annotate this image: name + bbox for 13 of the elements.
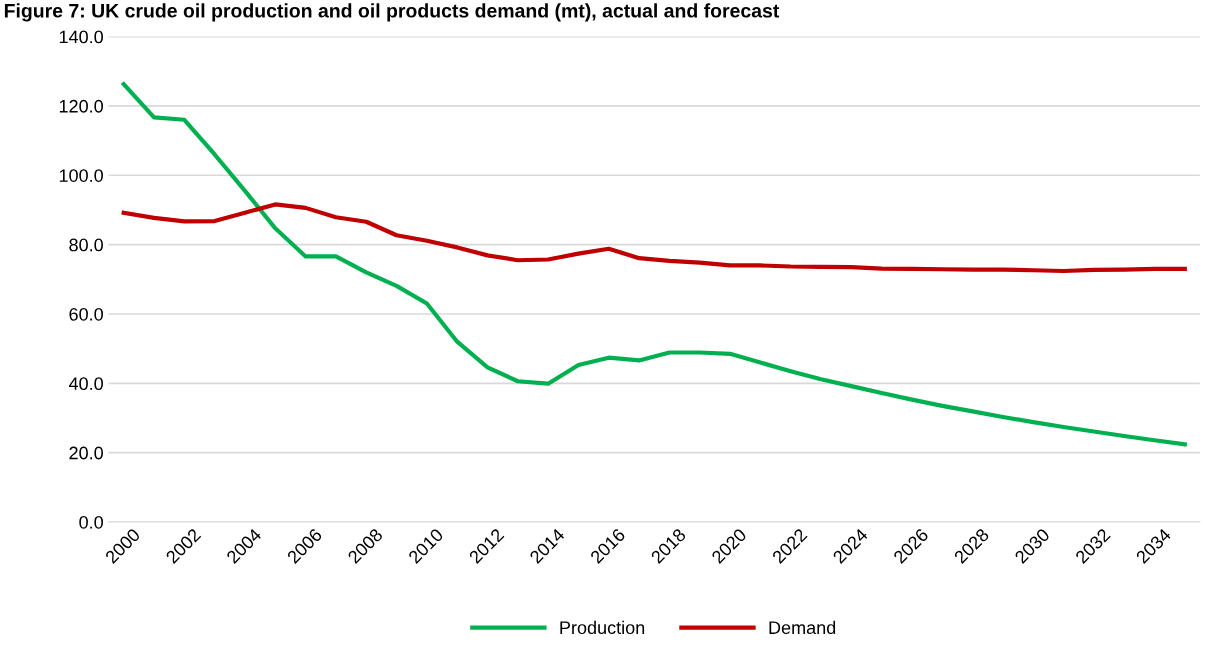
y-tick-label: 60.0	[69, 307, 103, 321]
chart-title: Figure 7: UK crude oil production and oil products demand (mt), actual and forecast	[4, 3, 780, 22]
y-tick-label: 80.0	[69, 238, 103, 252]
legend-label: Demand	[769, 620, 836, 635]
legend-label: Production	[560, 620, 645, 635]
y-tick-label: 100.0	[59, 169, 103, 182]
y-tick-label: 140.0	[59, 30, 103, 44]
y-tick-label: 40.0	[68, 377, 103, 391]
y-tick-label: 120.0	[59, 99, 103, 113]
y-tick-label: 20.0	[69, 446, 103, 460]
y-tick-label: 0.0	[79, 515, 103, 529]
line-series	[121, 202, 1187, 274]
line-series	[121, 81, 1187, 447]
